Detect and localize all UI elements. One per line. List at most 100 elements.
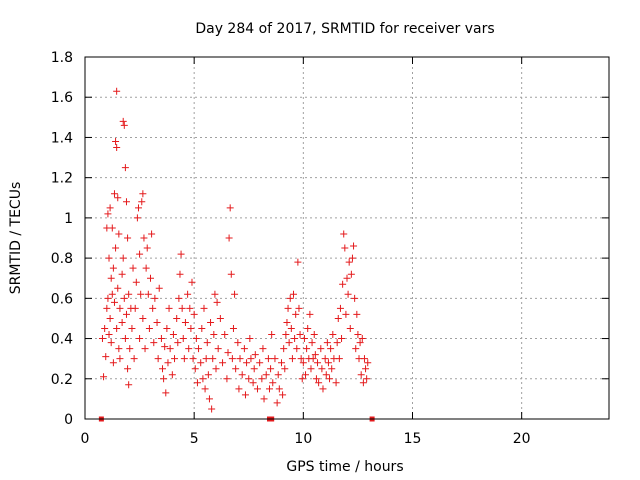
data-point [205,395,213,403]
data-point [333,339,341,347]
data-point [129,264,137,272]
data-point [174,339,182,347]
data-point [318,365,326,373]
data-point [124,234,132,242]
data-point [357,371,365,379]
data-point [339,280,347,288]
data-point [142,264,150,272]
data-point [269,379,277,387]
data-point [360,355,368,363]
y-tick-label: 1.6 [51,90,73,106]
data-point [351,294,359,302]
data-point [120,294,128,302]
data-point [198,325,206,332]
data-point [268,331,276,339]
data-point [225,234,233,242]
data-point [278,359,285,367]
data-point [208,405,216,413]
data-point [120,121,128,129]
data-point [209,355,217,363]
data-point [262,371,270,379]
data-point [264,355,272,363]
data-point [110,190,118,198]
data-point [343,274,351,282]
data-point [192,335,200,343]
data-point [345,258,353,266]
data-point [113,144,121,151]
data-point [364,359,372,367]
data-point [128,325,136,332]
data-point [221,331,229,339]
data-point [228,355,236,363]
data-point [115,345,123,353]
data-point [309,355,317,363]
data-point [178,304,186,312]
y-tick-label: 1.2 [51,171,73,187]
data-point [153,318,161,326]
data-point [335,355,343,363]
data-point [126,345,134,353]
data-point [354,331,362,339]
data-point [356,339,364,347]
data-point [245,375,253,383]
data-point [336,304,344,312]
data-point [260,395,268,403]
data-point [186,304,194,312]
data-point [288,355,296,363]
data-point [247,355,255,363]
data-point [363,375,371,383]
data-point [265,385,273,393]
y-tick-label: 1.4 [51,130,73,146]
data-point [130,355,138,363]
data-point [101,325,109,332]
data-point [341,244,349,252]
data-point [108,224,116,232]
data-point [211,290,219,298]
y-tick-label: 1 [64,211,73,227]
x-axis-label: GPS time / hours [286,459,403,475]
data-point [219,359,227,367]
data-point [139,190,147,198]
data-point [180,355,188,363]
data-point [197,359,205,367]
data-point [235,385,243,393]
data-point [163,325,171,332]
data-point [224,349,232,357]
data-point [324,359,332,367]
data-point [283,318,291,326]
data-point [332,379,340,387]
data-point [121,164,129,172]
data-point [253,385,261,393]
data-point [133,214,141,222]
data-point [212,365,220,373]
data-point [148,230,156,238]
data-point [176,270,184,278]
data-point [296,331,304,339]
data-point [169,331,177,339]
chart-title: Day 284 of 2017, SRMTID for receiver var… [195,21,494,37]
data-points [98,87,372,413]
data-point [136,335,144,343]
data-point [131,304,139,312]
data-point [139,314,147,322]
data-point [184,290,192,298]
data-point [297,355,305,363]
data-point [241,391,249,399]
data-point [358,335,366,343]
data-point [287,325,295,332]
y-tick-label: 0.2 [51,372,73,388]
data-point [143,244,151,252]
data-point [199,375,207,383]
data-point [112,137,120,145]
data-point [352,345,360,353]
data-point [310,331,318,339]
data-point [132,278,140,286]
data-point [157,335,165,343]
data-point [294,258,302,266]
y-tick-label: 1.8 [51,50,73,66]
data-point [134,204,142,212]
data-point [246,335,254,343]
data-point [141,345,149,353]
y-tick-label: 0.8 [51,251,73,267]
data-point [322,371,330,379]
